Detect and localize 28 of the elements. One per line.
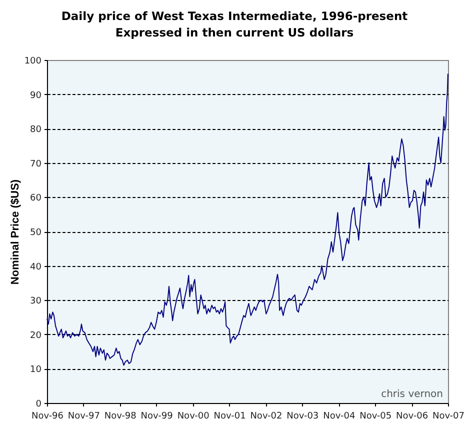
y-tick-label: 0	[36, 400, 42, 410]
line-series	[46, 73, 448, 366]
y-axis-title: Nominal Price ($US)	[9, 179, 22, 285]
y-tick-label: 100	[24, 56, 42, 66]
x-tick-label: Nov-00	[177, 412, 210, 422]
chart-subtitle: Expressed in then current US dollars	[115, 26, 354, 40]
annotation: chris vernon	[381, 389, 443, 400]
y-tick-label: 40	[30, 262, 42, 272]
x-tick-label: Nov-98	[104, 412, 137, 422]
x-tick-label: Nov-03	[286, 412, 319, 422]
x-tick-label: Nov-06	[396, 412, 428, 422]
y-tick-label: 90	[30, 90, 42, 101]
x-tick-label: Nov-99	[140, 412, 174, 422]
x-tick-label: Nov-02	[250, 412, 282, 422]
x-tick-label: Nov-04	[323, 412, 356, 422]
chart-title: Daily price of West Texas Intermediate, 1996-present	[61, 9, 408, 23]
x-tick-label: Nov-05	[360, 412, 392, 422]
y-tick-label: 70	[30, 159, 42, 170]
y-tick-label: 80	[30, 125, 42, 136]
x-tick-label: Nov-01	[214, 412, 246, 422]
y-tick-label: 10	[30, 365, 42, 376]
x-tick-label: Nov-97	[68, 412, 100, 422]
x-tick-label: Nov-96	[31, 412, 64, 422]
y-tick-label: 30	[30, 296, 42, 307]
x-tick-label: Nov-07	[432, 412, 465, 422]
y-tick-label: 20	[30, 330, 42, 341]
y-tick-label: 60	[30, 194, 42, 204]
y-tick-label: 50	[30, 228, 42, 238]
